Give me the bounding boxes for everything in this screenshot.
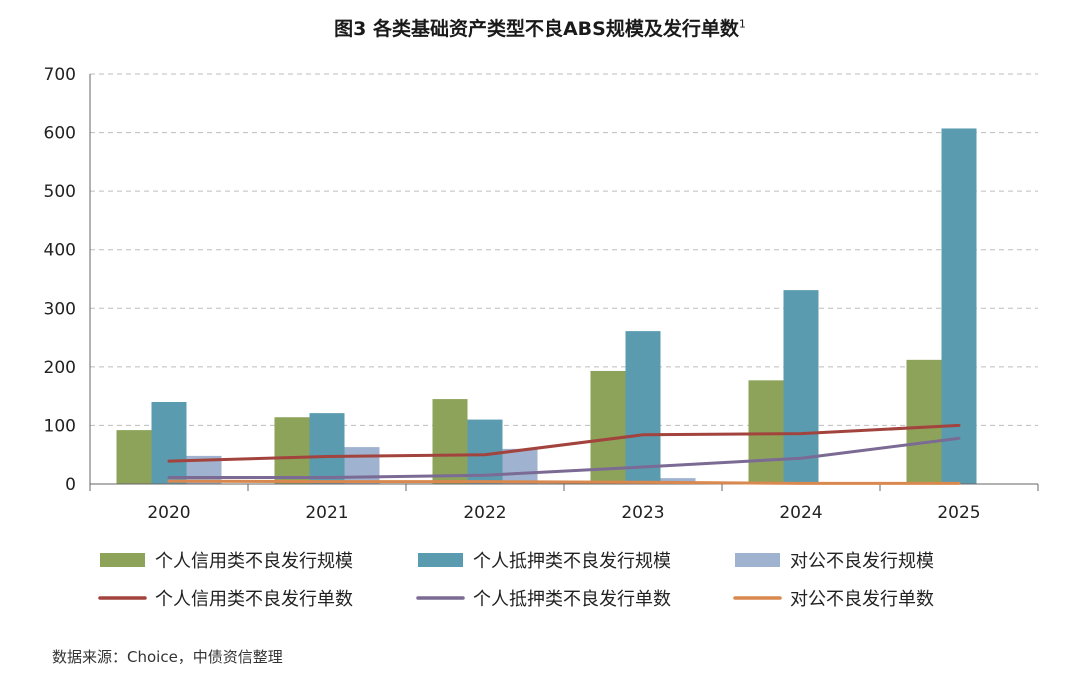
bar (116, 430, 152, 484)
legend-swatch (735, 553, 780, 567)
x-tick-label: 2024 (779, 503, 822, 523)
legend-label: 个人信用类不良发行单数 (155, 589, 353, 610)
bar (151, 402, 187, 484)
grid-lines (90, 73, 1038, 426)
bar (502, 448, 538, 484)
bar (590, 370, 626, 484)
title-footnote: 1 (738, 17, 746, 31)
legend-label: 对公不良发行单数 (790, 589, 934, 610)
legend-label: 个人抵押类不良发行单数 (473, 589, 671, 610)
bar (274, 417, 310, 484)
y-tick-label: 500 (44, 182, 76, 202)
bar (625, 331, 661, 484)
y-tick-label: 400 (44, 241, 76, 261)
bar (309, 413, 345, 484)
lines (167, 423, 961, 485)
legend-label: 个人信用类不良发行规模 (155, 551, 353, 572)
bar (941, 128, 977, 484)
x-tick-label: 2021 (305, 503, 348, 523)
series-line (167, 423, 961, 463)
bar (748, 380, 784, 484)
y-tick-label: 0 (65, 475, 76, 495)
x-tick-label: 2022 (463, 503, 506, 523)
y-tick-label: 300 (44, 299, 76, 319)
source-note: 数据来源：Choice，中债资信整理 (52, 648, 283, 666)
bar (906, 359, 942, 484)
legend-label: 对公不良发行规模 (790, 551, 934, 572)
chart-title-text: 图3 各类基础资产类型不良ABS规模及发行单数 (334, 18, 739, 40)
y-tick-label: 200 (44, 358, 76, 378)
x-tick-label: 2025 (937, 503, 980, 523)
series-line (167, 479, 961, 485)
legend-label: 个人抵押类不良发行规模 (473, 551, 671, 572)
legend: 个人信用类不良发行规模 个人抵押类不良发行规模 对公不良发行规模个人信用类不良发行单… (98, 551, 934, 610)
bar (783, 290, 819, 484)
y-tick-label: 700 (44, 65, 76, 85)
y-tick-label: 600 (44, 124, 76, 144)
x-tick-label: 2023 (621, 503, 664, 523)
chart-title: 图3 各类基础资产类型不良ABS规模及发行单数1 (0, 14, 1080, 41)
axes: 0 100 200 300 400 500 600 700 2020 2021 2022 2023 20… (44, 65, 1039, 523)
bars (116, 128, 977, 484)
legend-swatch (100, 553, 145, 567)
bar (432, 399, 468, 484)
series-line (167, 436, 961, 480)
legend-swatch (418, 553, 463, 567)
y-tick-label: 100 (44, 416, 76, 436)
x-tick-label: 2020 (147, 503, 190, 523)
